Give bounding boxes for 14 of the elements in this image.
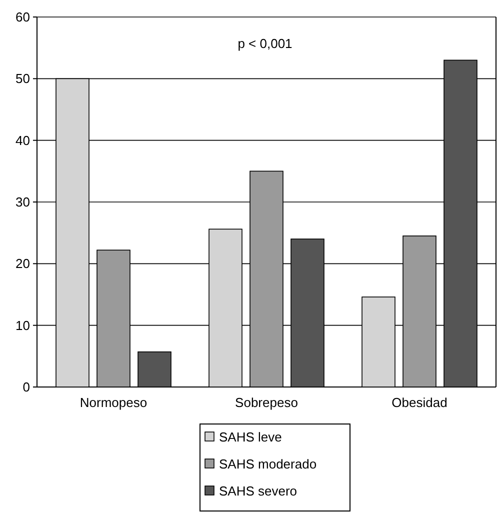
x-tick-label: Normopeso [80,395,148,410]
y-tick-label: 0 [22,380,30,395]
legend-label: SAHS leve [219,430,282,445]
y-tick-label: 40 [16,132,30,148]
y-tick-label: 10 [16,318,30,333]
legend-label: SAHS moderado [219,456,317,472]
legend-label: SAHS severo [219,484,298,499]
y-tick-label: 30 [16,194,30,210]
annotation: p < 0,001 [238,36,292,51]
y-tick-label: 60 [16,10,30,25]
x-tick-label: Sobrepeso [235,395,298,410]
y-tick-label: 50 [16,71,30,86]
y-tick-label: 20 [16,256,30,272]
x-tick-label: Obesidad [392,395,448,410]
